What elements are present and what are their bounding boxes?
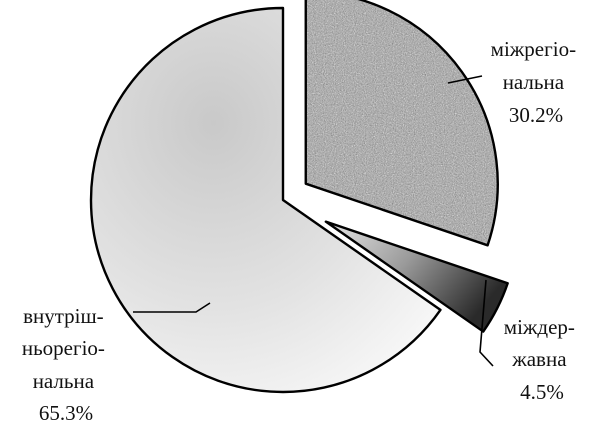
leader-line-international	[479, 279, 494, 367]
label-interregional: міжрегіо- нальна 30.2%	[491, 37, 582, 127]
label-intraregional: внутріш- ньорегіо- нальна 65.3%	[22, 304, 110, 425]
slice-interregional	[304, 0, 499, 247]
slice-international	[324, 220, 509, 333]
leader-line-interregional	[447, 75, 483, 84]
slice-intraregional	[89, 6, 442, 394]
leader-line-intraregional	[133, 302, 211, 313]
label-international: міждер- жавна 4.5%	[504, 315, 580, 404]
